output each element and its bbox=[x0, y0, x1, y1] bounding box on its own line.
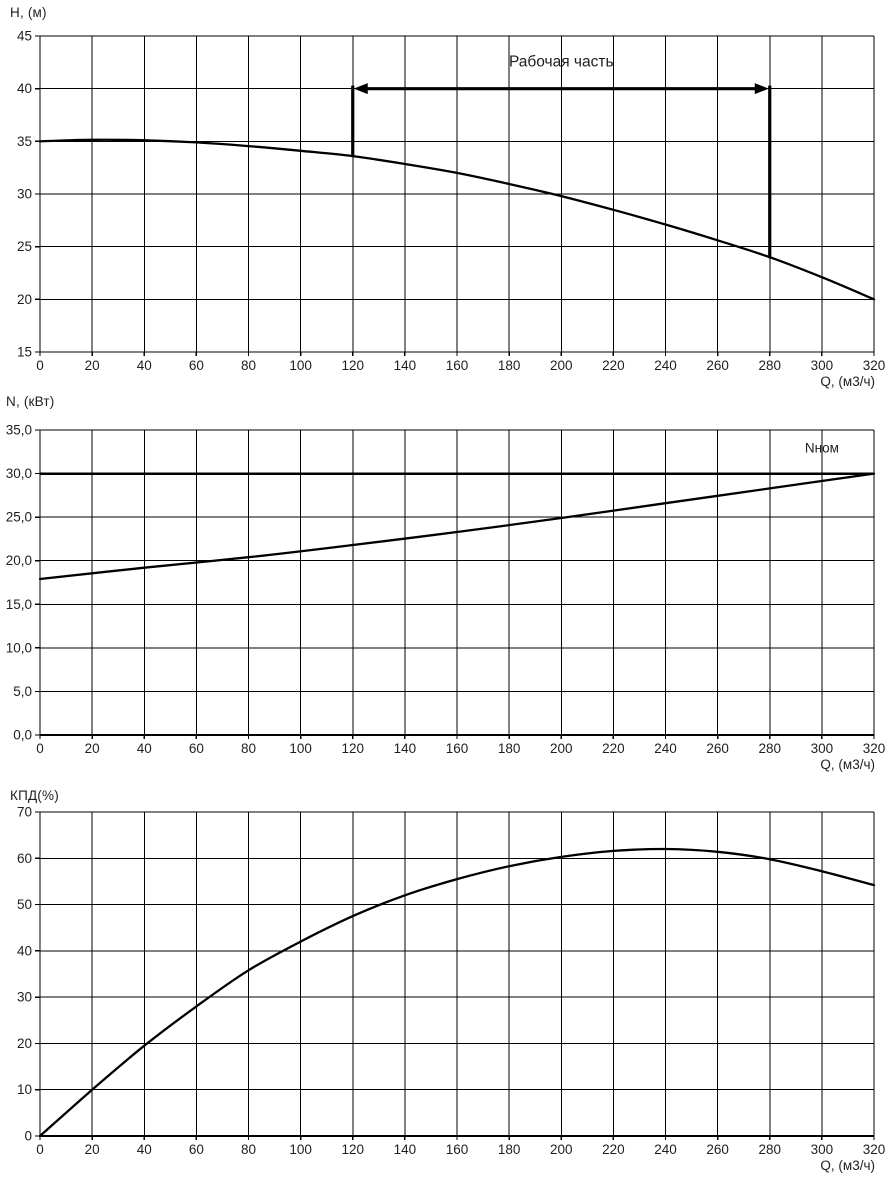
x-tick-label: 300 bbox=[811, 741, 834, 756]
x-tick-label: 180 bbox=[498, 358, 521, 373]
y-tick-label: 20,0 bbox=[6, 553, 32, 568]
curve-path bbox=[38, 472, 876, 581]
y-tick-label: 35,0 bbox=[6, 423, 32, 438]
y-tick-label: 50 bbox=[17, 897, 32, 912]
x-tick-label: 160 bbox=[446, 358, 469, 373]
power-chart-axis-title: N, (кВт) bbox=[6, 394, 55, 409]
nominal-power-label: Nном bbox=[805, 441, 839, 456]
y-tick-label: 20 bbox=[17, 1036, 32, 1051]
y-tick-label: 30 bbox=[17, 187, 32, 202]
x-axis-unit-label: Q, (м3/ч) bbox=[820, 374, 875, 389]
x-tick-label: 60 bbox=[189, 358, 204, 373]
y-tick-label: 45 bbox=[17, 29, 32, 44]
x-axis-unit-label: Q, (м3/ч) bbox=[820, 757, 875, 772]
x-tick-label: 320 bbox=[863, 1142, 886, 1157]
x-tick-label: 300 bbox=[811, 358, 834, 373]
y-tick-label: 35 bbox=[17, 134, 32, 149]
x-tick-label: 60 bbox=[189, 1142, 204, 1157]
y-tick-label: 30,0 bbox=[6, 466, 32, 481]
efficiency-chart-axis-title: КПД(%) bbox=[10, 788, 59, 803]
working-range-arrowhead-left bbox=[353, 83, 368, 95]
x-tick-label: 140 bbox=[394, 1142, 417, 1157]
y-tick-label: 15,0 bbox=[6, 597, 32, 612]
efficiency-chart-plot: 0 20 40 60 80 100 120 140 160 180 200 220 240 260 280 3… bbox=[17, 805, 886, 1174]
x-tick-label: 120 bbox=[341, 1142, 364, 1157]
x-tick-label: 120 bbox=[341, 741, 364, 756]
y-tick-label: 25,0 bbox=[6, 510, 32, 525]
x-tick-label: 220 bbox=[602, 1142, 625, 1157]
efficiency-chart: КПД(%) 0 20 40 60 80 100 120 140 160 180 200 220 240… bbox=[0, 780, 892, 1187]
x-tick-label: 260 bbox=[706, 1142, 729, 1157]
x-tick-label: 80 bbox=[241, 1142, 256, 1157]
x-tick-label: 120 bbox=[341, 358, 364, 373]
x-tick-label: 280 bbox=[758, 741, 781, 756]
x-tick-label: 220 bbox=[602, 358, 625, 373]
x-tick-label: 40 bbox=[137, 1142, 152, 1157]
y-tick-label: 20 bbox=[17, 292, 32, 307]
head-chart-axis-title: H, (м) bbox=[10, 5, 47, 20]
x-tick-label: 140 bbox=[394, 358, 417, 373]
x-tick-label: 0 bbox=[36, 1142, 44, 1157]
x-tick-label: 80 bbox=[241, 358, 256, 373]
x-tick-label: 280 bbox=[758, 358, 781, 373]
x-tick-label: 240 bbox=[654, 1142, 677, 1157]
x-tick-label: 160 bbox=[446, 741, 469, 756]
x-axis-unit-label: Q, (м3/ч) bbox=[820, 1158, 875, 1173]
y-tick-label: 0,0 bbox=[13, 728, 32, 743]
y-tick-label: 40 bbox=[17, 943, 32, 958]
x-tick-label: 200 bbox=[550, 1142, 573, 1157]
x-tick-label: 200 bbox=[550, 358, 573, 373]
y-tick-label: 30 bbox=[17, 990, 32, 1005]
x-tick-label: 20 bbox=[85, 1142, 100, 1157]
x-tick-label: 260 bbox=[706, 741, 729, 756]
x-tick-label: 140 bbox=[394, 741, 417, 756]
head-chart-plot: 0 20 40 60 80 100 120 140 160 180 200 220 240 260 280 3… bbox=[17, 29, 886, 390]
y-tick-label: 70 bbox=[17, 805, 32, 820]
y-tick-label: 25 bbox=[17, 239, 32, 254]
x-tick-label: 0 bbox=[36, 358, 44, 373]
power-chart: N, (кВт) 0 20 40 60 80 100 120 140 160 180 200 220 2… bbox=[0, 390, 892, 780]
curve-path bbox=[38, 847, 876, 1138]
x-tick-label: 100 bbox=[289, 741, 312, 756]
x-tick-label: 240 bbox=[654, 741, 677, 756]
working-range-arrowhead-right bbox=[754, 83, 769, 95]
x-tick-label: 300 bbox=[811, 1142, 834, 1157]
y-tick-label: 10 bbox=[17, 1082, 32, 1097]
x-tick-label: 0 bbox=[36, 741, 44, 756]
x-tick-label: 100 bbox=[289, 358, 312, 373]
y-tick-label: 60 bbox=[17, 851, 32, 866]
x-tick-label: 20 bbox=[85, 741, 100, 756]
x-tick-label: 260 bbox=[706, 358, 729, 373]
x-tick-label: 40 bbox=[137, 358, 152, 373]
y-tick-label: 10,0 bbox=[6, 640, 32, 655]
working-range-label: Рабочая часть bbox=[509, 54, 614, 71]
power-chart-plot: 0 20 40 60 80 100 120 140 160 180 200 220 240 260 280 3… bbox=[6, 423, 886, 773]
x-tick-label: 100 bbox=[289, 1142, 312, 1157]
x-tick-label: 80 bbox=[241, 741, 256, 756]
x-tick-label: 180 bbox=[498, 1142, 521, 1157]
y-tick-label: 40 bbox=[17, 81, 32, 96]
x-tick-label: 160 bbox=[446, 1142, 469, 1157]
x-tick-label: 40 bbox=[137, 741, 152, 756]
x-tick-label: 60 bbox=[189, 741, 204, 756]
x-tick-label: 280 bbox=[758, 1142, 781, 1157]
x-tick-label: 320 bbox=[863, 741, 886, 756]
y-tick-label: 15 bbox=[17, 345, 32, 360]
x-tick-label: 200 bbox=[550, 741, 573, 756]
y-tick-label: 5,0 bbox=[13, 684, 32, 699]
curve-path bbox=[38, 138, 876, 301]
head-chart: H, (м) 0 20 40 60 80 100 120 140 160 180 200 220 240… bbox=[0, 0, 892, 390]
x-tick-label: 240 bbox=[654, 358, 677, 373]
x-tick-label: 20 bbox=[85, 358, 100, 373]
x-tick-label: 220 bbox=[602, 741, 625, 756]
x-tick-label: 180 bbox=[498, 741, 521, 756]
x-tick-label: 320 bbox=[863, 358, 886, 373]
y-tick-label: 0 bbox=[24, 1129, 32, 1144]
